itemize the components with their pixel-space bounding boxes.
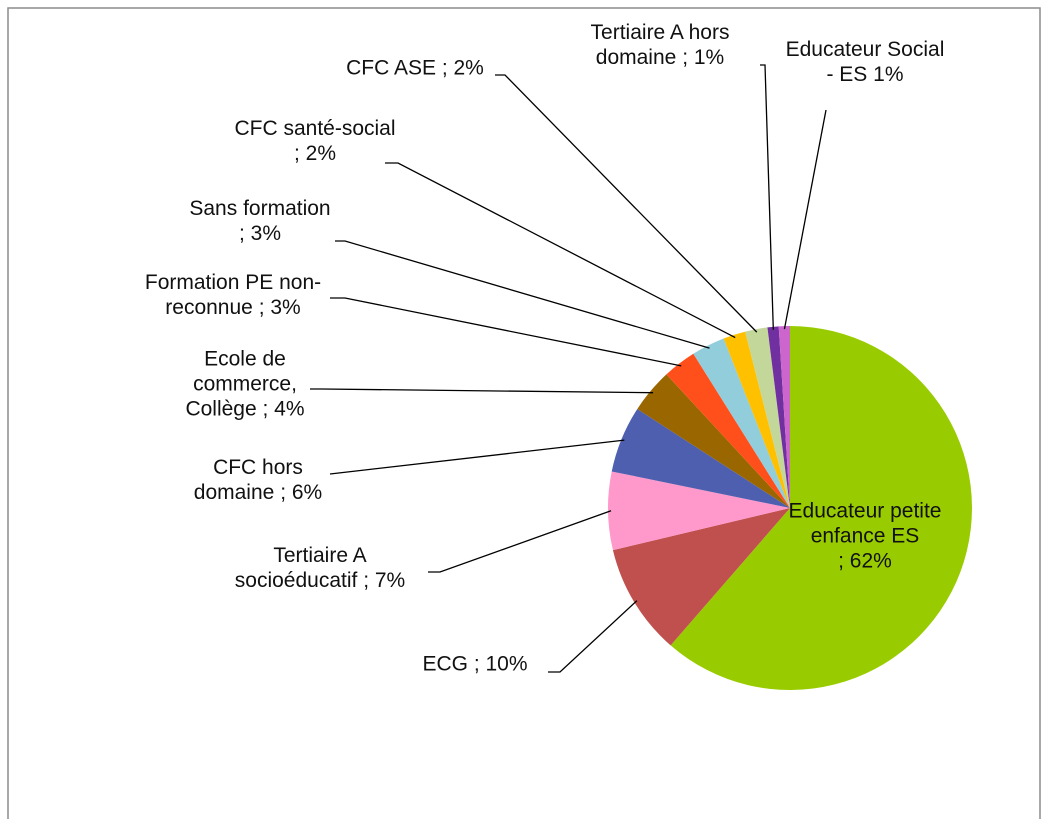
slice-label: Ecole de commerce, Collège ; 4% xyxy=(160,347,330,422)
slice-label: Formation PE non-reconnue ; 3% xyxy=(133,270,333,320)
value-label: ; 2% xyxy=(293,142,337,165)
category-label: Tertiaire A socioéducatif xyxy=(234,544,367,592)
pie-slice xyxy=(767,326,790,508)
slice-label: CFC hors domaine ; 6% xyxy=(178,455,338,505)
pie-slice xyxy=(670,326,972,690)
slice-label: CFC santé-social ; 2% xyxy=(230,116,400,166)
category-label: Educateur petite enfance ES xyxy=(788,499,942,548)
category-label: Educateur Social - ES xyxy=(785,38,945,86)
category-label: CFC ASE xyxy=(346,56,436,80)
leader-line xyxy=(329,439,625,475)
leader-line xyxy=(428,510,612,573)
slice-label: ECG ; 10% xyxy=(395,652,555,677)
leader-line xyxy=(310,388,654,394)
pie-slice xyxy=(778,326,790,508)
leader-line xyxy=(760,64,774,330)
category-label: ECG xyxy=(422,652,468,676)
pie-slice xyxy=(745,327,790,508)
value-label: ; 10% xyxy=(473,652,528,676)
category-label: Ecole de commerce, Collège xyxy=(185,347,297,421)
value-label: ; 62% xyxy=(838,549,892,573)
value-label: ; 7% xyxy=(363,569,406,592)
category-label: Formation PE non-reconnue xyxy=(144,271,322,319)
category-label: CFC santé-social xyxy=(234,117,396,140)
pie-slice xyxy=(723,331,790,508)
frame xyxy=(7,7,1041,819)
pie-slice xyxy=(637,374,790,508)
leader-line xyxy=(385,162,736,339)
category-label: Sans formation xyxy=(189,197,331,220)
category-label: CFC hors domaine xyxy=(193,456,303,504)
pie-slice xyxy=(612,508,790,646)
slice-label: Educateur petite enfance ES ; 62% xyxy=(783,499,948,574)
pie-slice xyxy=(693,338,790,508)
value-label: ; 4% xyxy=(262,397,305,421)
pie-slice xyxy=(608,471,790,551)
leader-line xyxy=(335,240,710,349)
pie-slice xyxy=(666,353,790,508)
leader-line xyxy=(495,74,758,333)
leader-line xyxy=(783,109,827,330)
value-label: ; 2% xyxy=(441,56,484,80)
slice-label: CFC ASE ; 2% xyxy=(315,56,515,81)
category-label: Tertiaire A hors domaine xyxy=(590,21,730,69)
leader-line xyxy=(330,297,682,367)
pie-slice xyxy=(611,408,790,508)
value-label: ; 3% xyxy=(238,222,282,245)
slice-label: Tertiaire A socioéducatif ; 7% xyxy=(220,543,420,593)
value-label: ; 3% xyxy=(258,296,301,319)
slice-label: Educateur Social - ES 1% xyxy=(780,37,950,87)
slice-label: Tertiaire A hors domaine ; 1% xyxy=(560,20,760,70)
value-label: ; 6% xyxy=(280,481,323,504)
leader-line xyxy=(548,600,638,673)
value-label: ; 1% xyxy=(682,46,725,69)
slice-label: Sans formation ; 3% xyxy=(175,196,345,246)
value-label: 1% xyxy=(873,63,904,86)
